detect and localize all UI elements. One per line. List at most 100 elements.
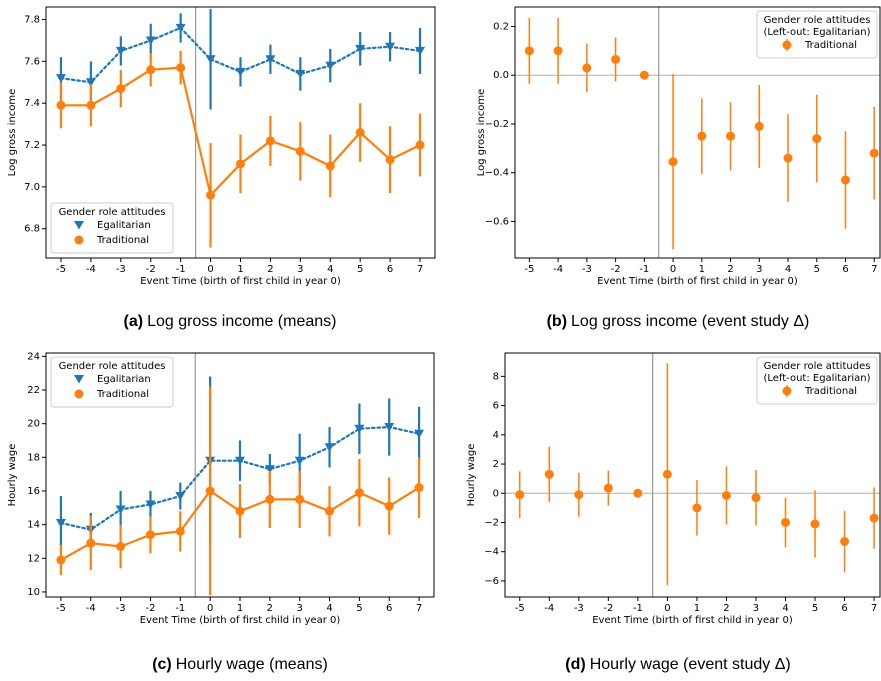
y-axis-label: Log gross income — [476, 89, 487, 177]
x-tick-label: -5 — [524, 264, 534, 275]
x-tick-label: 6 — [841, 603, 847, 614]
y-tick-label: −0.4 — [485, 168, 509, 179]
marker — [236, 159, 245, 169]
marker — [639, 70, 649, 80]
y-tick-label: 0.0 — [493, 70, 509, 81]
marker — [86, 100, 96, 110]
y-tick-label: 6.8 — [24, 224, 40, 235]
caption-label: (c) — [152, 656, 172, 673]
y-tick-label: 7.4 — [24, 98, 40, 109]
x-tick-label: -3 — [116, 603, 126, 614]
caption: (c) Hourly wage (means) — [152, 656, 328, 673]
caption: (a) Log gross income (means) — [124, 313, 337, 330]
marker — [175, 23, 186, 33]
x-tick-label: -2 — [146, 264, 156, 275]
marker — [355, 44, 366, 54]
marker — [515, 490, 525, 500]
y-tick-label: 24 — [27, 351, 40, 362]
y-tick-label: 20 — [27, 419, 40, 430]
marker — [55, 74, 66, 83]
marker — [692, 503, 702, 513]
legend-label: Traditional — [96, 235, 149, 246]
x-tick-label: 1 — [694, 603, 700, 614]
x-tick-label: 0 — [207, 603, 213, 614]
marker — [115, 505, 126, 514]
marker — [175, 492, 186, 501]
marker — [355, 128, 365, 137]
plot-frame — [45, 6, 436, 259]
x-tick-label: 2 — [267, 603, 273, 614]
marker — [265, 136, 275, 146]
legend: Gender role attitudes(Left-out: Egalitar… — [756, 10, 878, 59]
marker — [295, 494, 305, 504]
y-tick-label: 8 — [493, 371, 499, 382]
x-tick-label: 7 — [871, 603, 877, 614]
x-tick-label: 2 — [723, 603, 729, 614]
x-tick-label: -5 — [515, 603, 525, 614]
legend-title: (Left-out: Egalitarian) — [763, 373, 870, 384]
marker — [85, 78, 96, 87]
panel: −6 −4 −2 0 2 4 6 8 -5 -4 -3 -2 -1 0 1 2 3 4 5 6 7 Event Time … — [466, 352, 881, 673]
legend-label: Egalitarian — [97, 374, 151, 385]
y-tick-label: 7.6 — [24, 56, 40, 67]
caption-label: (a) — [124, 313, 144, 330]
x-tick-label: 7 — [417, 264, 423, 275]
legend-title: Gender role attitudes — [59, 207, 166, 218]
caption: (d) Hourly wage (event study Δ) — [565, 656, 790, 673]
marker — [721, 490, 731, 500]
x-tick-label: 0 — [207, 264, 213, 275]
legend-label: Traditional — [804, 386, 857, 397]
y-tick-label: 22 — [27, 385, 40, 396]
x-tick-label: 5 — [812, 603, 818, 614]
marker — [812, 134, 822, 144]
legend-marker — [74, 221, 84, 230]
y-tick-label: 16 — [27, 486, 40, 497]
marker — [697, 131, 707, 141]
caption: (b) Log gross income (event study Δ) — [547, 313, 810, 330]
y-tick-label: −6 — [484, 576, 499, 587]
marker — [810, 519, 820, 529]
marker — [116, 84, 126, 94]
y-axis-label: Hourly wage — [466, 444, 477, 507]
y-tick-label: 7.0 — [24, 182, 40, 193]
marker — [869, 513, 879, 523]
y-tick-label: −0.6 — [485, 216, 509, 227]
marker — [414, 429, 425, 439]
x-tick-label: 6 — [386, 603, 392, 614]
x-tick-label: 4 — [785, 264, 791, 275]
marker — [325, 61, 336, 71]
y-tick-label: 18 — [27, 452, 40, 463]
marker — [840, 536, 850, 546]
marker — [354, 424, 365, 434]
marker — [781, 517, 791, 527]
marker — [175, 526, 185, 536]
marker — [726, 131, 736, 141]
legend-title: Gender role attitudes — [764, 15, 871, 26]
legend-marker — [74, 235, 84, 245]
marker — [384, 501, 394, 511]
x-tick-label: 3 — [756, 264, 762, 275]
marker — [611, 54, 621, 64]
caption-text: Hourly wage (event study Δ) — [590, 656, 791, 673]
caption-text: Log gross income (event study Δ) — [571, 313, 809, 330]
x-tick-label: 1 — [237, 264, 243, 275]
x-tick-label: -4 — [544, 603, 554, 614]
x-tick-label: -1 — [633, 603, 643, 614]
legend-label: Egalitarian — [97, 220, 151, 231]
marker — [116, 542, 126, 552]
marker — [235, 67, 246, 77]
marker — [264, 465, 275, 474]
x-tick-label: 5 — [814, 264, 820, 275]
x-tick-label: 5 — [356, 603, 362, 614]
marker — [668, 157, 678, 167]
marker — [385, 155, 395, 165]
x-tick-label: 7 — [416, 603, 422, 614]
marker — [415, 46, 426, 56]
marker — [325, 506, 335, 516]
caption-text: Log gross income (means) — [147, 313, 336, 330]
x-tick-label: 1 — [237, 603, 243, 614]
marker — [384, 423, 395, 432]
marker — [86, 538, 96, 548]
